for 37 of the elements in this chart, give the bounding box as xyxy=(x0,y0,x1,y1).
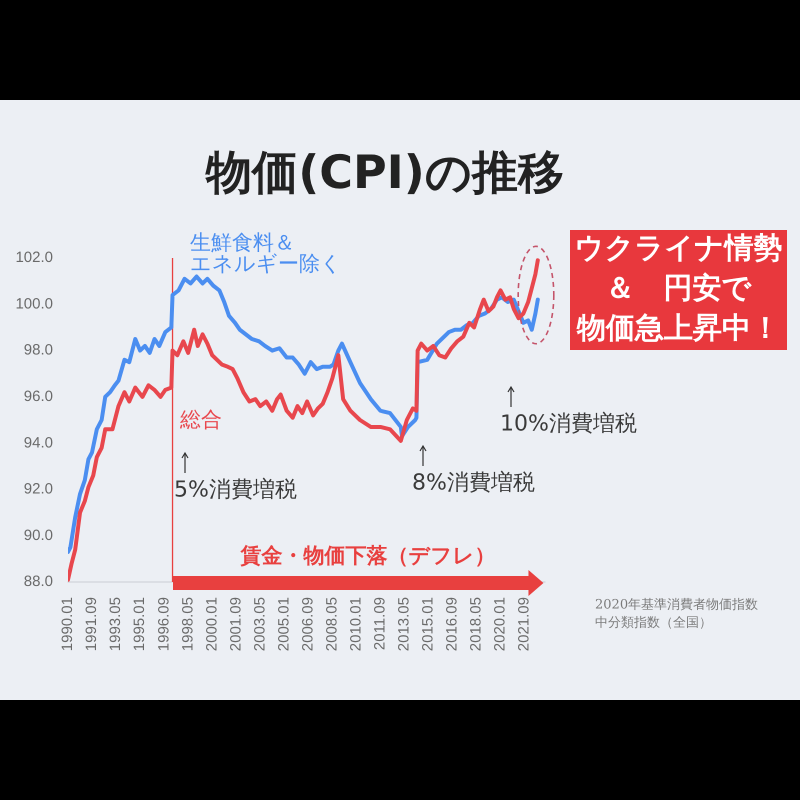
ref-line-label: 賃金・物価下落（デフレ） xyxy=(239,543,496,568)
x-tick-label: 2003.05 xyxy=(251,597,268,652)
y-tick-label: 92.0 xyxy=(24,480,53,498)
y-tick-label: 90.0 xyxy=(24,526,53,544)
x-tick-label: 2000.01 xyxy=(203,597,220,652)
x-tick-label: 2016.09 xyxy=(444,597,461,652)
y-tick-label: 100.0 xyxy=(15,295,53,312)
x-tick-label: 2021.09 xyxy=(516,597,533,652)
x-tick-label: 2005.01 xyxy=(275,597,292,652)
chart-title: 物価(CPI)の推移 xyxy=(205,144,564,199)
x-tick-label: 2013.05 xyxy=(396,597,413,652)
y-tick-label: 96.0 xyxy=(24,388,53,405)
y-tick-label: 94.0 xyxy=(24,434,53,452)
series-label: 生鮮食料＆エネルギー除く xyxy=(190,230,342,276)
x-tick-label: 2018.05 xyxy=(468,597,485,652)
y-tick-label: 98.0 xyxy=(24,342,53,359)
x-tick-label: 1996.09 xyxy=(155,597,172,652)
x-tick-label: 2006.09 xyxy=(299,597,316,652)
x-tick-label: 1993.05 xyxy=(107,597,124,652)
x-tick-label: 1991.09 xyxy=(83,597,100,652)
x-tick-label: 1990.01 xyxy=(59,597,76,652)
x-tick-label: 1995.01 xyxy=(131,597,148,652)
series-label: 総合 xyxy=(179,407,222,432)
text: ウクライナ情勢＆ 円安で物価急上昇中！ xyxy=(574,230,782,345)
x-tick-label: 2015.01 xyxy=(420,597,437,652)
x-tick-label: 2011.09 xyxy=(372,597,389,650)
x-tick-label: 2010.01 xyxy=(348,597,365,652)
text: 2020年基準消費者物価指数中分類指数（全国） xyxy=(595,597,758,630)
annotation: 10%消費増税 xyxy=(500,412,637,437)
x-tick-label: 1998.05 xyxy=(179,597,196,652)
x-tick-label: 2001.09 xyxy=(227,597,244,652)
y-tick-label: 88.0 xyxy=(24,573,53,590)
annotation: 5%消費増税 xyxy=(174,478,297,503)
x-tick-label: 2008.05 xyxy=(323,597,340,652)
annotation: 8%消費増税 xyxy=(412,470,535,496)
x-tick-label: 2020.01 xyxy=(492,597,509,652)
y-tick-label: 102.0 xyxy=(15,249,53,266)
